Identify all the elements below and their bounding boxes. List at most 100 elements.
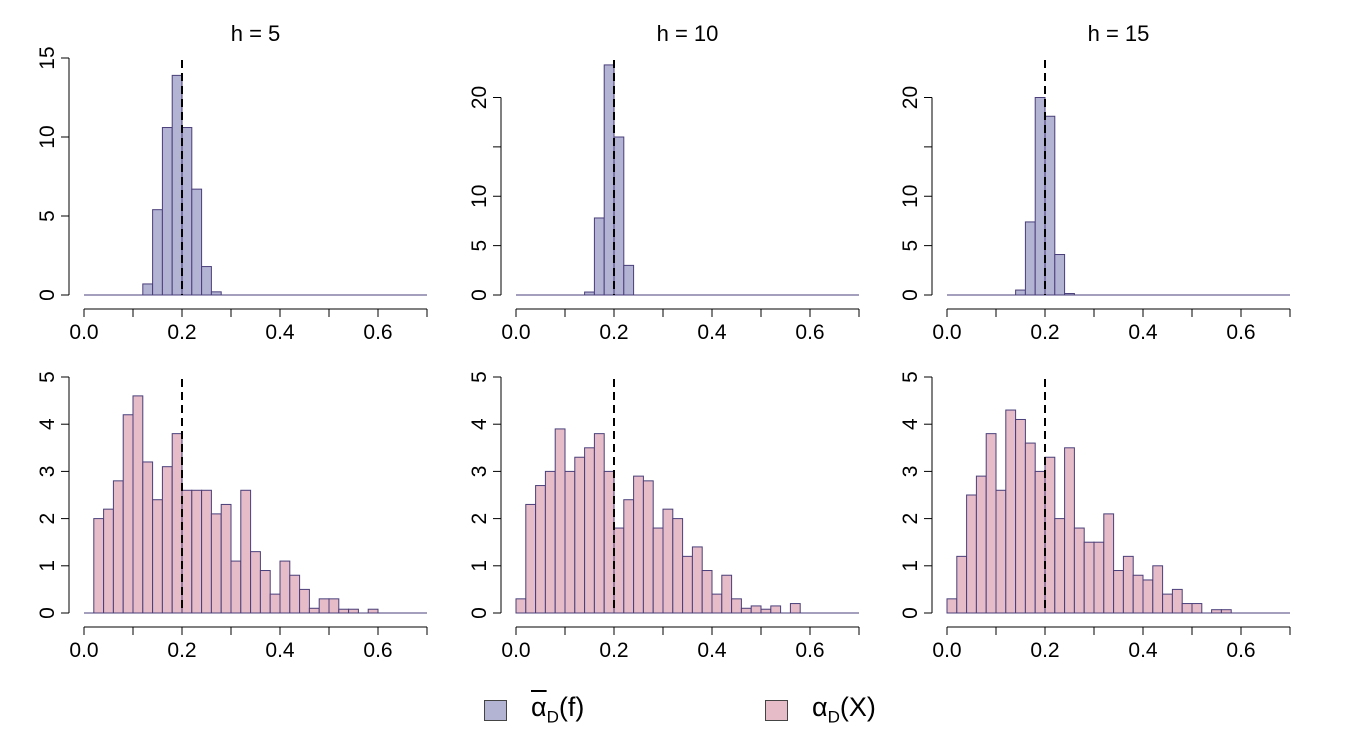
- panel-4-bar-28: [367, 608, 379, 614]
- panel-5-bar-5: [554, 428, 566, 614]
- panel-6-bar-7: [1005, 409, 1017, 614]
- panel-4-bar-6: [142, 461, 154, 614]
- panel-5-bar-22: [721, 574, 733, 614]
- legend-blue: αD(f): [484, 690, 584, 730]
- panel-5-bar-11: [613, 527, 625, 614]
- panel-2-x-label-2: 0.2: [599, 321, 628, 344]
- panel-4-bar-8: [161, 466, 173, 614]
- panel-4-y-label-5: 4: [36, 418, 59, 430]
- panel-6-x-label-3: 0.4: [1128, 639, 1158, 662]
- panel-5-bar-9: [593, 433, 605, 614]
- panel-5-bar-21: [711, 593, 723, 614]
- panel-1-bar-4: [171, 74, 183, 296]
- panel-4-bar-26: [338, 608, 350, 614]
- panel-6-y-label-3: 2: [899, 513, 922, 525]
- panel-4-bar-27: [348, 608, 359, 614]
- panel-6-x-label-2: 0.2: [1030, 639, 1059, 662]
- panel-3-bar-5: [1054, 254, 1066, 296]
- panel-6-bar-25: [1181, 603, 1193, 614]
- panel-1-bar-2: [152, 209, 163, 296]
- panel-6-bar-19: [1122, 555, 1134, 614]
- panel-6-bar-15: [1083, 541, 1095, 614]
- panel-4-x-label-4: 0.6: [363, 639, 392, 662]
- panel-2-y-label-2: 5: [468, 240, 491, 252]
- panel-3-y-label-2: 5: [899, 240, 922, 252]
- panel-3-x-label-1: 0.0: [932, 321, 961, 344]
- panel-5-bar-1: [515, 598, 527, 614]
- panel-1-x-label-4: 0.6: [363, 321, 392, 344]
- panel-4-bar-18: [259, 570, 271, 614]
- panel-4-bar-2: [103, 508, 114, 614]
- panel-6-bar-22: [1152, 565, 1164, 614]
- panel-6-bar-12: [1054, 518, 1066, 614]
- panel-5-bar-15: [652, 527, 664, 614]
- panel-5-bar-24: [740, 607, 752, 614]
- legend-pink: αD(X): [765, 690, 876, 730]
- panel-6-bar-17: [1103, 513, 1115, 614]
- panel-5-bar-2: [525, 503, 537, 614]
- panel-4-bar-12: [201, 489, 212, 614]
- panel-1-x-label-2: 0.2: [167, 321, 196, 344]
- panel-6-y-label-4: 3: [899, 466, 922, 478]
- panel-6-bar-13: [1064, 447, 1075, 614]
- panel-6-x-label-1: 0.0: [932, 639, 961, 662]
- legend-blue-swatch: [484, 699, 507, 721]
- panel-5-bar-25: [750, 605, 762, 614]
- panel-2-bar-1: [584, 291, 595, 296]
- panel-2-y-label-4: 20: [468, 86, 491, 109]
- panel-1-bar-1: [142, 283, 154, 296]
- panel-5-bar-4: [544, 470, 556, 614]
- panel-6-bar-20: [1132, 574, 1144, 614]
- panel-6-bar-14: [1073, 527, 1085, 614]
- panel-5-y-label-5: 4: [468, 418, 491, 430]
- panel-2-bar-4: [613, 136, 625, 296]
- panel-6-bar-8: [1015, 418, 1026, 614]
- panel-6-bar-1: [946, 598, 958, 614]
- panel-3-y-label-1: 0: [899, 289, 922, 301]
- panel-6-bar-26: [1191, 603, 1203, 614]
- panel-6-bar-6: [995, 489, 1007, 614]
- panel-6-bar-11: [1044, 456, 1056, 614]
- panel-4-bar-4: [122, 414, 134, 614]
- panel-2-bar-3: [603, 64, 615, 296]
- panel-4-bar-10: [181, 489, 193, 614]
- panel-5-bar-17: [672, 518, 684, 614]
- panel-2-y-label-1: 0: [468, 289, 491, 301]
- panel-5-bar-3: [535, 485, 546, 614]
- panel-4-x-label-3: 0.4: [265, 639, 295, 662]
- panel-6-bar-3: [966, 494, 977, 614]
- panel-5-y-label-4: 3: [468, 466, 491, 478]
- panel-2-y-label-3: 10: [468, 185, 491, 208]
- panel-6-bar-28: [1220, 609, 1232, 614]
- panel-6-bar-2: [956, 555, 968, 614]
- panel-1-y-label-3: 10: [36, 125, 59, 148]
- panel-6-y-label-5: 4: [899, 418, 922, 430]
- panel-4-bar-17: [250, 551, 261, 614]
- panel-4-bar-15: [230, 560, 242, 614]
- panel-2-bar-5: [623, 264, 635, 296]
- panel-5-bar-14: [642, 480, 654, 614]
- panel-4-bar-9: [171, 433, 183, 614]
- panel-5-x-label-4: 0.6: [795, 639, 824, 662]
- panel-4-bar-13: [210, 513, 222, 614]
- panel-5-bar-28: [789, 603, 801, 614]
- panel-1-bar-6: [191, 188, 203, 296]
- panel-4-y-label-6: 5: [36, 371, 59, 383]
- panel-1-bar-5: [181, 127, 193, 296]
- panel-6-bar-5: [985, 433, 997, 614]
- panel-4-bar-14: [220, 503, 232, 614]
- panel-4-bar-23: [308, 607, 320, 614]
- panel-2-x-label-1: 0.0: [501, 321, 530, 344]
- panel-3-x-label-2: 0.2: [1030, 321, 1059, 344]
- panel-2-x-label-4: 0.6: [795, 321, 824, 344]
- panel-2-bar-2: [593, 217, 605, 296]
- panel-1-bar-7: [201, 266, 212, 296]
- panel-6-bar-10: [1034, 470, 1046, 614]
- panel-4-bar-11: [191, 489, 203, 614]
- panel-5-bar-12: [623, 499, 635, 614]
- panel-1-bar-8: [210, 291, 222, 296]
- panel-5-bar-27: [770, 605, 782, 614]
- panel-6-bar-24: [1171, 588, 1183, 614]
- panel-6-y-label-1: 0: [899, 607, 922, 619]
